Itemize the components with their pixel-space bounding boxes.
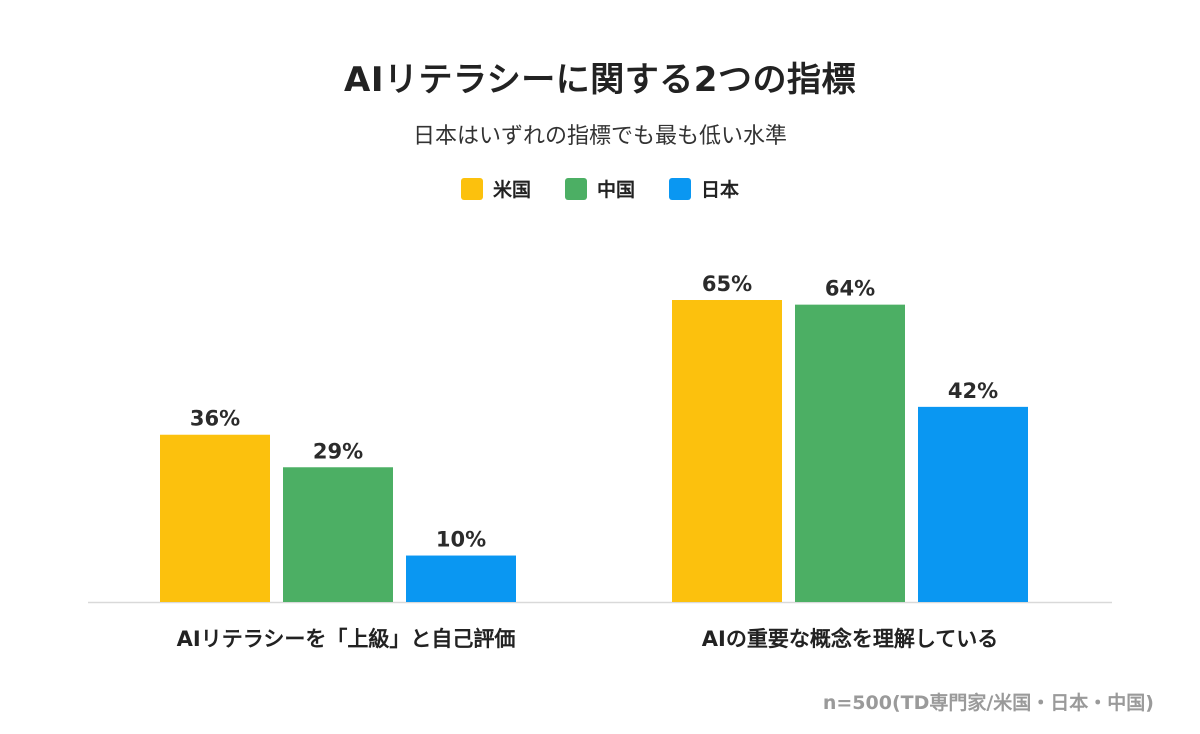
bar-1-2 — [283, 467, 393, 602]
data-label-2-2: 64% — [825, 277, 875, 301]
category-label-2: AIの重要な概念を理解している — [702, 627, 998, 651]
legend-item-us: 米国 — [460, 175, 531, 202]
legend-label-us: 米国 — [492, 179, 531, 201]
legend: 米国 中国 日本 — [0, 175, 1200, 202]
bar-1-3 — [406, 555, 516, 602]
legend-swatch-china — [564, 177, 587, 200]
legend-item-china: 中国 — [564, 175, 635, 202]
bar-2-1 — [672, 300, 782, 602]
chart-subtitle: 日本はいずれの指標でも最も低い水準 — [412, 124, 787, 149]
category-label-1: AIリテラシーを「上級」と自己評価 — [177, 627, 516, 651]
legend-label-china: 中国 — [596, 179, 635, 201]
bar-2-3 — [918, 406, 1028, 602]
legend-swatch-japan — [669, 177, 691, 200]
data-label-1-3: 10% — [436, 528, 486, 552]
sample-note: n=500(TD専門家/米国・日本・中国) — [822, 692, 1154, 714]
data-label-1-2: 29% — [313, 439, 363, 463]
chart-title: AIリテラシーに関する2つの指標 — [344, 60, 856, 100]
data-label-2-3: 42% — [948, 379, 998, 403]
bar-2-2 — [795, 304, 905, 602]
data-label-1-1: 36% — [190, 407, 240, 431]
legend-label-japan: 日本 — [701, 179, 740, 201]
bar-1-1 — [160, 434, 270, 602]
legend-swatch-us — [460, 177, 483, 200]
legend-item-japan: 日本 — [669, 175, 739, 202]
data-label-2-1: 65% — [702, 272, 752, 296]
